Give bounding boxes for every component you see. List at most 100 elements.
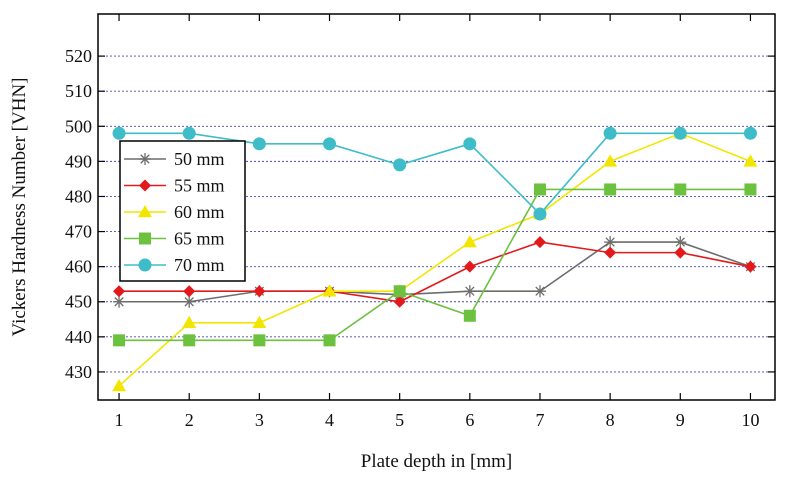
legend-entry: 70 mm — [124, 255, 225, 275]
data-point — [393, 285, 406, 298]
y-tick-label: 520 — [65, 46, 92, 66]
data-point — [604, 183, 617, 196]
x-tick-label: 8 — [606, 410, 615, 430]
legend-label: 65 mm — [174, 229, 225, 249]
x-axis-label: Plate depth in [mm] — [361, 451, 512, 472]
x-tick-label: 7 — [535, 410, 544, 430]
legend-entry: 65 mm — [124, 229, 225, 249]
y-tick-label: 480 — [65, 186, 92, 206]
data-point — [182, 315, 197, 329]
data-point — [533, 207, 547, 221]
legend-marker — [139, 179, 151, 192]
x-tick-label: 10 — [741, 410, 759, 430]
marker-stroke — [184, 297, 194, 307]
data-point — [182, 126, 196, 140]
y-tick-label: 490 — [65, 151, 92, 171]
data-point — [183, 295, 196, 308]
data-point — [533, 236, 546, 249]
marker-stroke — [140, 154, 150, 164]
data-point — [323, 137, 337, 151]
x-tick-label: 1 — [115, 410, 124, 430]
legend-entry: 55 mm — [124, 176, 225, 196]
series-line — [119, 241, 751, 303]
axis-ticks: 430 440 450 460 470 480 490 500 510 520 1 2 3 4 5 6 7 8 9 1… — [65, 14, 775, 430]
data-point — [113, 334, 126, 347]
legend-label: 60 mm — [174, 202, 225, 222]
legend-entry: 60 mm — [124, 202, 225, 222]
data-point — [183, 285, 196, 298]
legend-label: 55 mm — [174, 176, 225, 196]
series-line — [119, 188, 751, 342]
x-tick-label: 4 — [325, 410, 334, 430]
plot-series — [112, 126, 758, 392]
series-3 — [113, 183, 757, 347]
data-point — [743, 154, 758, 167]
legend-marker — [138, 258, 152, 272]
data-point — [322, 284, 337, 297]
data-point — [113, 285, 126, 298]
legend-marker — [139, 232, 151, 245]
y-tick-label: 470 — [65, 222, 92, 242]
series-1 — [113, 236, 757, 308]
series-line — [119, 241, 751, 303]
data-point — [673, 126, 687, 140]
series-line — [118, 132, 751, 387]
marker-stroke — [465, 286, 475, 296]
y-tick-label: 440 — [65, 327, 92, 347]
data-point — [674, 246, 687, 259]
data-point — [463, 137, 477, 151]
x-tick-label: 6 — [465, 410, 474, 430]
marker-stroke — [675, 237, 685, 247]
data-point — [743, 126, 757, 140]
data-point — [603, 126, 617, 140]
legend: 50 mm 55 mm 60 mm 65 mm 70 mm — [119, 140, 246, 282]
data-point — [533, 183, 546, 196]
data-point — [252, 315, 267, 329]
data-point — [744, 260, 757, 273]
series-line — [119, 132, 751, 216]
data-point — [113, 295, 126, 308]
legend-box — [119, 140, 246, 282]
data-point — [323, 334, 336, 347]
x-tick-label: 2 — [185, 410, 194, 430]
x-tick-label: 5 — [395, 410, 404, 430]
data-point — [183, 334, 196, 347]
data-point — [604, 236, 617, 249]
data-point — [463, 260, 476, 273]
y-tick-label: 430 — [65, 362, 92, 382]
y-tick-label: 460 — [65, 257, 92, 277]
marker-stroke — [114, 297, 124, 307]
data-point — [463, 309, 476, 322]
y-tick-label: 450 — [65, 292, 92, 312]
legend-entry: 50 mm — [124, 149, 225, 169]
data-point — [674, 236, 687, 249]
x-tick-label: 9 — [676, 410, 685, 430]
data-point — [112, 126, 126, 140]
data-point — [603, 154, 618, 167]
data-point — [112, 378, 127, 392]
data-point — [462, 235, 477, 248]
data-point — [463, 285, 476, 298]
data-point — [604, 246, 617, 259]
data-point — [253, 334, 266, 347]
legend-label: 50 mm — [174, 149, 225, 169]
legend-label: 70 mm — [174, 255, 225, 275]
marker-stroke — [535, 286, 545, 296]
plot-frame — [97, 13, 776, 401]
legend-marker — [139, 153, 151, 165]
data-point — [674, 183, 687, 196]
series-4 — [112, 126, 757, 221]
y-tick-label: 510 — [65, 81, 92, 101]
legend-marker — [138, 205, 152, 218]
marker-stroke — [605, 237, 615, 247]
y-axis-label: Vickers Hardness Number [VHN] — [9, 78, 30, 337]
data-point — [252, 137, 266, 151]
data-point — [253, 285, 266, 298]
data-point — [393, 295, 406, 308]
data-point — [393, 158, 407, 172]
data-point — [533, 285, 546, 298]
y-tick-label: 500 — [65, 116, 92, 136]
data-point — [744, 183, 757, 196]
